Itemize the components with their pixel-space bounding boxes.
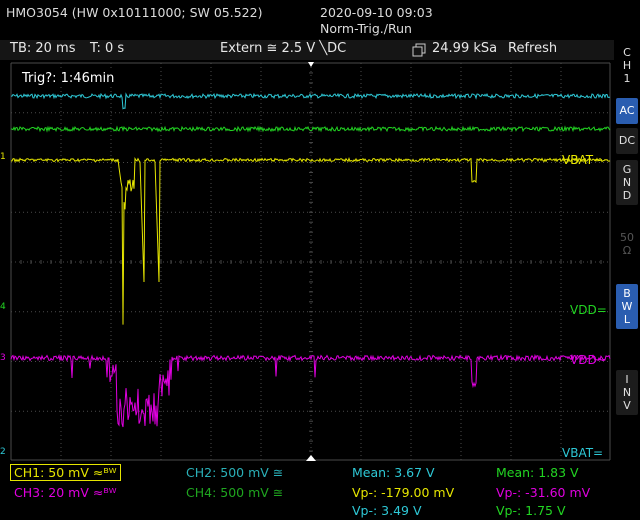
ch4-ground-marker[interactable]: 4 [0, 302, 6, 312]
ch1-ground-marker[interactable]: 1 [0, 152, 6, 162]
acquisition-mode[interactable]: Refresh [508, 41, 558, 56]
ch2-ground-marker[interactable]: 2 [0, 447, 6, 457]
meas-mean-cyan: Mean: 3.67 V [352, 465, 435, 480]
trigger-mode[interactable]: Norm-Trig./Run [320, 21, 412, 36]
termination-50ohm-button[interactable]: 50 Ω [620, 231, 634, 257]
meas-vpp-magenta: Vp-: -31.60 mV [496, 485, 591, 500]
timebase[interactable]: TB: 20 ms [10, 41, 76, 56]
coupling-ac-button[interactable]: AC [616, 98, 638, 124]
label-vbat-ac: VBAT~ [562, 153, 603, 167]
label-vdd-dc: VDD= [570, 303, 607, 317]
trigger-position-marker[interactable] [308, 62, 314, 67]
waveform-display[interactable]: Trig?: 1:46min VBAT~ VDD= VDD~ VBAT= [10, 62, 612, 462]
datetime: 2020-09-10 09:03 [320, 5, 433, 20]
ch1-settings[interactable]: CH1: 50 mV ≈ᴮᵂ [10, 464, 121, 481]
ch3-waveform [10, 353, 611, 428]
meas-vp-green: Vp-: 1.75 V [496, 503, 566, 518]
memory-icon [412, 43, 426, 57]
label-vdd-ac: VDD~ [570, 353, 607, 367]
ch4-waveform [10, 125, 611, 133]
trigger-setting[interactable]: Extern ≅ 2.5 V ╲DC [220, 41, 347, 56]
graticule [10, 62, 611, 461]
ch2-settings[interactable]: CH2: 500 mV ≅ [186, 465, 284, 480]
meas-vpp-yellow: Vp-: -179.00 mV [352, 485, 455, 500]
label-vbat-dc: VBAT= [562, 446, 603, 460]
time-reference-marker [306, 455, 316, 461]
coupling-dc-button[interactable]: DC [616, 128, 638, 154]
trigger-timeout-label: Trig?: 1:46min [21, 71, 114, 86]
ch2-waveform [10, 92, 610, 110]
acquisition-info-bar: TB: 20 ms T: 0 s Extern ≅ 2.5 V ╲DC 24.9… [0, 40, 614, 60]
time-offset[interactable]: T: 0 s [90, 41, 125, 56]
sample-rate: 24.99 kSa [432, 41, 498, 56]
ch1-waveform [10, 157, 611, 325]
ch4-settings[interactable]: CH4: 500 mV ≅ [186, 485, 284, 500]
ch3-settings[interactable]: CH3: 20 mV ≈ᴮᵂ [14, 485, 117, 500]
device-model: HMO3054 (HW 0x10111000; SW 05.522) [6, 5, 263, 20]
ch3-ground-marker[interactable]: 3 [0, 353, 6, 363]
meas-mean-green: Mean: 1.83 V [496, 465, 579, 480]
meas-vp-cyan: Vp-: 3.49 V [352, 503, 422, 518]
